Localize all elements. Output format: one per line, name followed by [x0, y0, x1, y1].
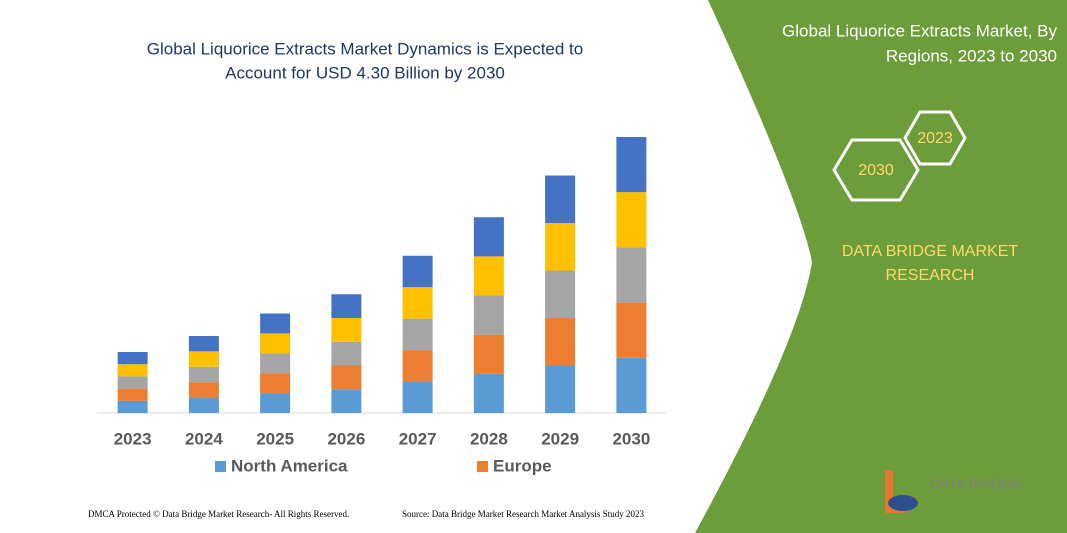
bar-segment	[117, 364, 148, 377]
x-tick-label: 2027	[399, 429, 437, 448]
bar-segment	[331, 341, 362, 366]
hex-label: 2023	[917, 130, 953, 147]
bar-segment	[188, 382, 219, 398]
bar-segment	[616, 247, 647, 303]
bar-segment	[616, 192, 647, 248]
legend-swatch	[215, 461, 226, 472]
footer-copyright: DMCA Protected © Data Bridge Market Rese…	[88, 509, 349, 519]
x-tick-label: 2029	[541, 429, 579, 448]
bar-segment	[473, 334, 504, 374]
brand-text: DATA BRIDGE MARKET	[842, 243, 1019, 260]
bar-segment	[117, 376, 148, 389]
footer-source: Source: Data Bridge Market Research Mark…	[402, 509, 644, 519]
bar-segment	[545, 175, 576, 224]
x-tick-label: 2023	[114, 429, 152, 448]
bar-segment	[188, 366, 219, 383]
bar-segment	[260, 373, 291, 394]
bar-segment	[473, 256, 504, 296]
bar-segment	[616, 137, 647, 193]
bar-segment	[117, 352, 148, 365]
bar-segment	[473, 373, 504, 413]
bar-segment	[545, 270, 576, 319]
bar-segment	[260, 313, 291, 334]
bar-segment	[331, 365, 362, 390]
green-panel	[695, 0, 1067, 533]
x-tick-label: 2030	[612, 429, 650, 448]
bar-segment	[402, 350, 433, 382]
bar-segment	[545, 318, 576, 366]
hexagon	[832, 138, 920, 202]
bar-segment	[331, 389, 362, 413]
bar-segment	[117, 388, 148, 401]
brand-text: RESEARCH	[886, 267, 975, 284]
bar-segment	[331, 318, 362, 342]
hexagon	[903, 110, 967, 166]
bar-segment	[260, 393, 291, 413]
bar-segment	[188, 397, 219, 413]
bar-segment	[402, 255, 433, 288]
panel-title: Regions, 2023 to 2030	[886, 46, 1057, 65]
chart-title: Account for USD 4.30 Billion by 2030	[225, 63, 505, 82]
x-tick-label: 2026	[327, 429, 365, 448]
bar-segment	[473, 295, 504, 335]
bar-segment	[473, 217, 504, 257]
legend-swatch	[477, 461, 488, 472]
bar-segment	[545, 365, 576, 413]
logo: DATA BRIDGE	[885, 470, 1022, 514]
bar-segment	[616, 357, 647, 413]
bar-segment	[402, 287, 433, 319]
bar-segment	[331, 294, 362, 319]
bar-segment	[260, 353, 291, 374]
x-tick-label: 2024	[185, 429, 223, 448]
bar-segment	[402, 318, 433, 351]
logo-mark	[888, 495, 918, 511]
x-tick-label: 2025	[256, 429, 294, 448]
legend-label: Europe	[493, 456, 552, 475]
bar-segment	[188, 335, 219, 352]
panel-title: Global Liquorice Extracts Market, By	[782, 21, 1057, 40]
bar-segment	[117, 400, 148, 413]
bar-segment	[402, 381, 433, 413]
bar-segment	[260, 333, 291, 354]
bar-segment	[616, 302, 647, 358]
hex-label: 2030	[858, 162, 894, 179]
chart-title: Global Liquorice Extracts Market Dynamic…	[147, 39, 584, 58]
x-tick-label: 2028	[470, 429, 508, 448]
logo-text: DATA BRIDGE	[930, 476, 1022, 492]
legend-label: North America	[231, 456, 348, 475]
bar-segment	[545, 223, 576, 271]
bar-segment	[188, 351, 219, 367]
